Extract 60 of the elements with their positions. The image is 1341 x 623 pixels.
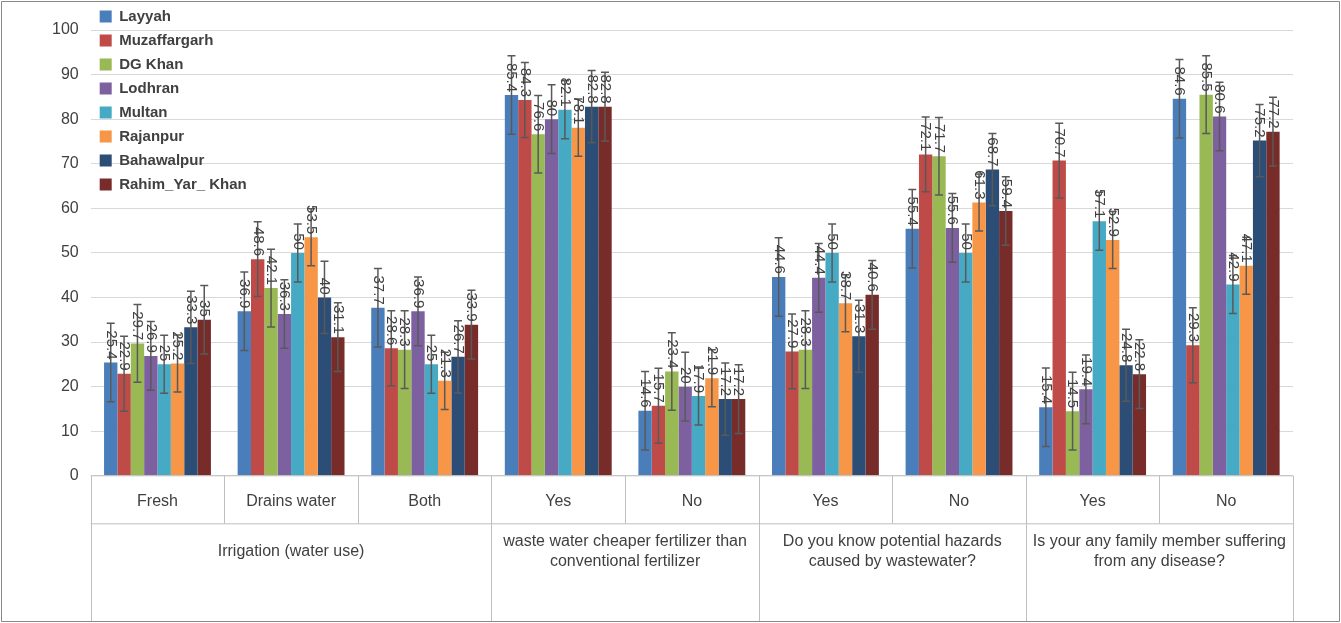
data-label: 38.7	[838, 271, 856, 301]
x-tick-label: Drains water	[246, 491, 337, 509]
legend-label: Lodhran	[119, 78, 180, 96]
data-label: 36.9	[410, 279, 428, 309]
data-label: 50	[290, 233, 308, 250]
y-tick-label: 0	[69, 466, 79, 484]
y-tick-label: 50	[60, 243, 79, 261]
data-label: 50	[958, 233, 976, 250]
data-label: 29.3	[1185, 312, 1203, 343]
legend-label: DG Khan	[119, 54, 184, 72]
data-label: 84.6	[1172, 66, 1190, 96]
legend-label: Muzaffargarh	[119, 30, 214, 48]
data-label: 28.3	[397, 317, 415, 347]
data-label: 33.9	[464, 292, 482, 322]
data-label: 55.6	[945, 195, 963, 225]
data-label: 15.4	[1038, 374, 1056, 405]
legend-label: Rahim_Yar_ Khan	[119, 174, 247, 192]
y-tick-label: 30	[60, 332, 79, 350]
data-label: 68.7	[985, 137, 1003, 167]
data-label: 80.6	[1212, 84, 1230, 114]
data-label: 36.9	[237, 279, 255, 309]
data-label: 40	[317, 277, 335, 295]
legend-label: Rajanpur	[119, 126, 185, 144]
x-tick-label: No	[948, 491, 970, 509]
data-label: 53.5	[303, 205, 321, 235]
x-tick-label: Both	[408, 491, 442, 509]
y-tick-label: 70	[60, 154, 79, 172]
x-tick-label: No	[681, 491, 703, 509]
data-label: 31.1	[330, 304, 348, 335]
data-label: 23.4	[664, 339, 682, 369]
y-tick-label: 80	[60, 109, 79, 127]
legend-label: Bahawalpur	[119, 150, 205, 168]
x-tick-label: No	[1215, 491, 1237, 509]
text: Irrigation (water use)	[217, 542, 365, 560]
y-tick-label: 40	[60, 287, 79, 305]
y-tick-label: 20	[60, 377, 79, 395]
y-tick-label: 10	[60, 421, 79, 439]
data-label: 48.6	[250, 226, 268, 257]
data-label: 44.6	[771, 244, 789, 274]
data-label: 40.6	[865, 262, 883, 292]
text: waste water cheaper fertilizer than conventional fertilizer	[502, 532, 747, 570]
x-tick-label: Fresh	[137, 491, 178, 509]
data-label: 70.7	[1052, 128, 1070, 158]
text: Is your any family member suffering from any disease?	[1032, 532, 1286, 570]
y-tick-label: 90	[60, 64, 79, 82]
legend-label: Multan	[119, 102, 168, 120]
text: Do you know potential hazards caused by wastewater?	[782, 532, 1002, 570]
data-label: 31.3	[851, 304, 869, 334]
data-label: 61.3	[971, 170, 989, 200]
legend-label: Layyah	[119, 6, 171, 24]
x-tick-label: Yes	[1079, 491, 1106, 509]
x-tick-label: Yes	[545, 491, 572, 509]
data-label: 37.7	[370, 275, 388, 305]
data-label: 25.2	[170, 331, 188, 361]
data-label: 17.2	[731, 366, 749, 397]
y-tick-label: 100	[51, 20, 79, 38]
x-tick-label: Yes	[812, 491, 839, 509]
data-label: 59.4	[998, 178, 1016, 208]
data-label: 55.4	[905, 196, 923, 226]
y-tick-label: 60	[60, 198, 79, 216]
